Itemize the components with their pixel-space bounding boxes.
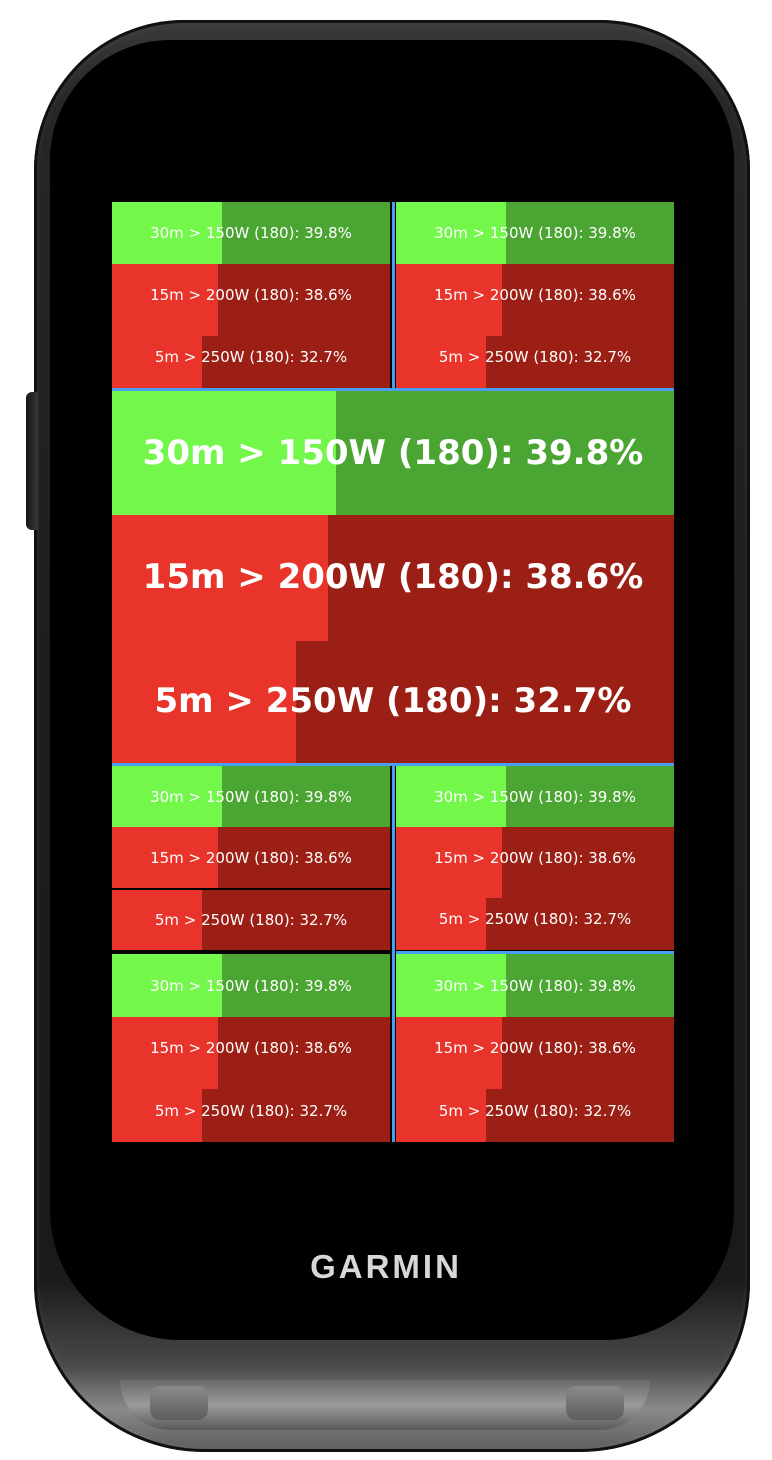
metric-row-30m: 30m > 150W (180): 39.8% — [112, 202, 390, 264]
data-field-bottom-left[interactable]: 30m > 150W (180): 39.8% 15m > 200W (180)… — [112, 954, 390, 1142]
metric-label: 30m > 150W (180): 39.8% — [434, 224, 636, 242]
progress-fill — [396, 336, 486, 388]
progress-fill — [112, 954, 222, 1017]
field-divider-horizontal — [112, 763, 674, 766]
progress-step — [112, 1079, 218, 1089]
progress-step — [396, 888, 502, 898]
progress-fill — [112, 264, 218, 326]
side-power-button[interactable] — [26, 392, 38, 530]
metric-row-15m: 15m > 200W (180): 38.6% — [396, 827, 674, 888]
metric-label: 15m > 200W (180): 38.6% — [150, 848, 352, 867]
data-field-large[interactable]: 30m > 150W (180): 39.8% 15m > 200W (180)… — [112, 391, 674, 763]
metric-label: 30m > 150W (180): 39.8% — [150, 787, 352, 806]
field-divider-horizontal — [396, 951, 674, 954]
lap-button[interactable] — [150, 1386, 208, 1420]
field-divider-horizontal — [112, 950, 392, 953]
progress-fill — [112, 1089, 202, 1142]
metric-label: 5m > 250W (180): 32.7% — [438, 910, 632, 928]
progress-step — [396, 326, 502, 336]
metric-row-5m: 5m > 250W (180): 32.7% — [112, 1079, 390, 1142]
progress-fill — [396, 766, 506, 827]
progress-fill — [396, 954, 506, 1017]
progress-fill — [112, 766, 222, 827]
metric-row-5m: 5m > 250W (180): 32.7% — [396, 888, 674, 950]
metric-label: 5m > 250W (180): 32.7% — [154, 911, 348, 929]
metric-row-30m: 30m > 150W (180): 39.8% — [112, 391, 674, 515]
metric-row-15m: 15m > 200W (180): 38.6% — [396, 264, 674, 326]
progress-fill — [112, 336, 202, 388]
metric-label: 30m > 150W (180): 39.8% — [434, 787, 636, 806]
metric-row-30m: 30m > 150W (180): 39.8% — [396, 954, 674, 1017]
metric-row-30m: 30m > 150W (180): 39.8% — [396, 766, 674, 827]
metric-row-15m: 15m > 200W (180): 38.6% — [112, 264, 390, 326]
metric-label: 5m > 250W (180): 32.7% — [154, 681, 632, 721]
metric-row-15m: 15m > 200W (180): 38.6% — [396, 1017, 674, 1079]
metric-label: 30m > 150W (180): 39.8% — [142, 433, 644, 473]
progress-fill — [396, 264, 502, 326]
data-field-middle-right[interactable]: 30m > 150W (180): 39.8% 15m > 200W (180)… — [396, 766, 674, 950]
metric-label: 15m > 200W (180): 38.6% — [150, 1039, 352, 1057]
metric-label: 30m > 150W (180): 39.8% — [150, 224, 352, 242]
metric-row-5m: 5m > 250W (180): 32.7% — [396, 1079, 674, 1142]
progress-fill — [112, 1017, 218, 1079]
progress-fill — [396, 898, 486, 950]
metric-label: 15m > 200W (180): 38.6% — [150, 286, 352, 304]
metric-label: 5m > 250W (180): 32.7% — [154, 348, 348, 366]
progress-fill — [396, 1089, 486, 1142]
progress-fill — [112, 827, 218, 888]
metric-label: 15m > 200W (180): 38.6% — [434, 1039, 636, 1057]
progress-step — [112, 326, 218, 336]
metric-row-30m: 30m > 150W (180): 39.8% — [396, 202, 674, 264]
data-field-middle-left[interactable]: 30m > 150W (180): 39.8% 15m > 200W (180)… — [112, 766, 390, 950]
metric-row-5m: 5m > 250W (180): 32.7% — [112, 639, 674, 763]
metric-label: 30m > 150W (180): 39.8% — [150, 976, 352, 995]
progress-fill — [396, 202, 506, 264]
metric-row-15m: 15m > 200W (180): 38.6% — [112, 515, 674, 639]
data-field-top-right[interactable]: 30m > 150W (180): 39.8% 15m > 200W (180)… — [396, 202, 674, 388]
start-stop-button[interactable] — [566, 1386, 624, 1420]
metric-row-30m: 30m > 150W (180): 39.8% — [112, 766, 390, 827]
field-divider-vertical — [392, 202, 395, 388]
progress-fill — [396, 1017, 502, 1079]
progress-fill — [112, 890, 202, 950]
metric-row-15m: 15m > 200W (180): 38.6% — [112, 1017, 390, 1079]
field-divider-vertical — [392, 766, 395, 954]
progress-fill — [112, 515, 328, 639]
progress-fill — [396, 827, 502, 888]
progress-fill — [112, 391, 336, 515]
row-separator — [112, 888, 390, 890]
metric-label: 30m > 150W (180): 39.8% — [434, 976, 636, 995]
metric-row-15m: 15m > 200W (180): 38.6% — [112, 827, 390, 888]
data-field-top-left[interactable]: 30m > 150W (180): 39.8% 15m > 200W (180)… — [112, 202, 390, 388]
progress-fill — [112, 639, 296, 763]
bottom-rim — [120, 1380, 650, 1430]
field-divider-horizontal — [112, 388, 674, 391]
metric-row-5m: 5m > 250W (180): 32.7% — [396, 326, 674, 388]
metric-label: 5m > 250W (180): 32.7% — [438, 1101, 632, 1120]
metric-label: 5m > 250W (180): 32.7% — [438, 348, 632, 366]
data-field-bottom-right[interactable]: 30m > 150W (180): 39.8% 15m > 200W (180)… — [396, 954, 674, 1142]
metric-label: 15m > 200W (180): 38.6% — [142, 557, 644, 597]
metric-row-5m: 5m > 250W (180): 32.7% — [112, 326, 390, 388]
metric-label: 15m > 200W (180): 38.6% — [434, 848, 636, 867]
metric-row-30m: 30m > 150W (180): 39.8% — [112, 954, 390, 1017]
progress-fill — [112, 202, 222, 264]
field-divider-vertical — [392, 954, 395, 1142]
metric-row-5m: 5m > 250W (180): 32.7% — [112, 890, 390, 950]
metric-label: 5m > 250W (180): 32.7% — [154, 1101, 348, 1120]
garmin-logo: GARMIN — [310, 1248, 462, 1285]
metric-label: 15m > 200W (180): 38.6% — [434, 286, 636, 304]
data-screen: 30m > 150W (180): 39.8% 15m > 200W (180)… — [112, 202, 674, 1142]
progress-step — [396, 1079, 502, 1089]
